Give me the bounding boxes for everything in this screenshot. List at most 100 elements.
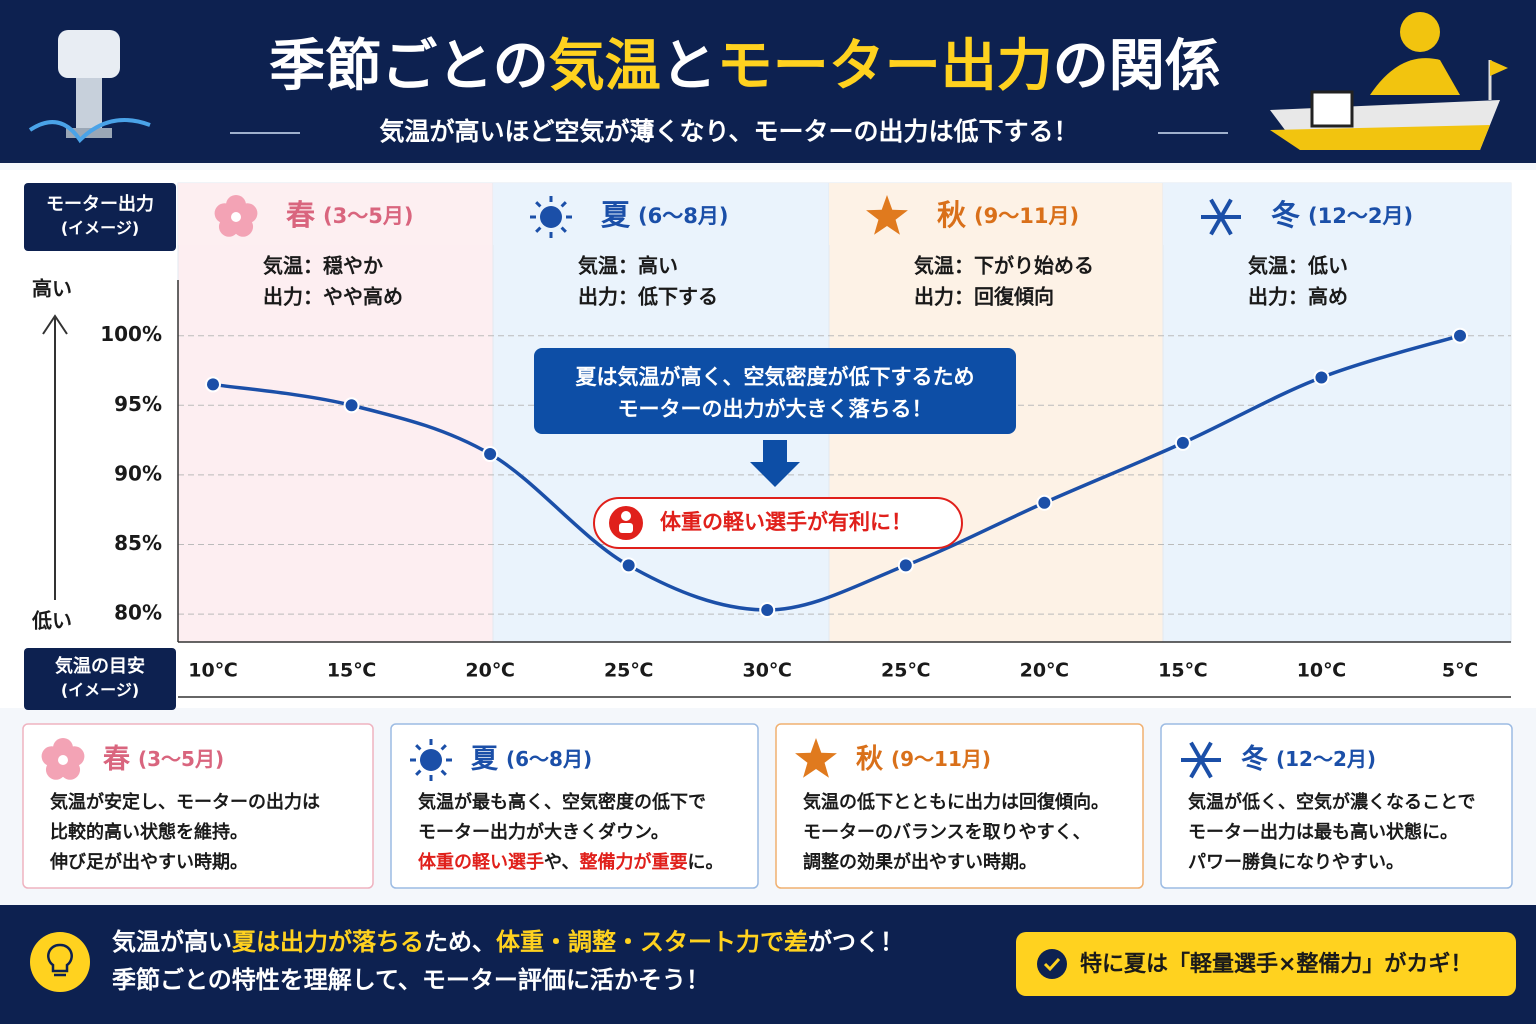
- text-segment: 気温が最も高く、空気密度の低下で: [418, 791, 706, 813]
- card-line: モーターのバランスを取りやすく、: [803, 822, 1091, 843]
- card-line: 気温が安定し、モーターの出力は: [50, 791, 320, 813]
- subtitle: 気温が高いほど空気が薄くなり、モーターの出力は低下する！: [379, 117, 1078, 146]
- badge-text: 体重の軽い選手が有利に！: [660, 510, 912, 534]
- season-label: 秋 (9〜11月): [937, 198, 1079, 232]
- season-period: (12〜2月): [1308, 204, 1413, 228]
- card-line: 気温が低く、空気が濃くなることで: [1188, 791, 1475, 813]
- card-line: パワー勝負になりやすい。: [1188, 851, 1404, 873]
- card-name: 春: [103, 744, 131, 775]
- text-segment: 調整の効果が出やすい時期。: [803, 851, 1037, 873]
- x-tick-label: 10℃: [1297, 660, 1346, 682]
- check-icon: [1037, 949, 1067, 979]
- season-note: 気温：穏やか: [263, 254, 383, 278]
- data-point: [205, 376, 221, 393]
- season-note: 気温：低い: [1248, 254, 1348, 278]
- text-segment: 体重の軽い選手: [418, 851, 544, 873]
- card-line: モーター出力は最も高い状態に。: [1188, 821, 1458, 843]
- card-title: 秋 (9〜11月): [856, 744, 991, 775]
- y-tick-label: 90%: [114, 461, 162, 485]
- y-arrow-head: [42, 314, 68, 335]
- callout-arrow: [750, 440, 800, 487]
- x-tick-label: 15℃: [327, 660, 376, 682]
- season-note: 出力：回復傾向: [914, 285, 1054, 309]
- text-segment: 季節ごとの: [269, 34, 548, 99]
- sun-icon: [535, 226, 542, 233]
- text-segment: 夏は出力が落ちる: [232, 928, 424, 956]
- badge: [593, 497, 963, 549]
- data-point: [620, 557, 637, 574]
- y-tick-label: 100%: [100, 322, 162, 346]
- text-segment: や、: [544, 852, 579, 873]
- sakura-icon: [41, 746, 62, 767]
- sakura-icon: [214, 203, 235, 224]
- data-point: [1036, 494, 1053, 511]
- footer-button-text: 特に夏は「軽量選手×整備力」がカギ！: [1080, 951, 1472, 977]
- footer-line: 気温が高い夏は出力が落ちるため、体重・調整・スタート力で差がつく！: [112, 928, 904, 956]
- sakura-icon: [231, 212, 241, 222]
- season-name: 秋: [937, 198, 966, 232]
- season-period: (6〜8月): [638, 204, 728, 228]
- season-label: 冬 (12〜2月): [1271, 198, 1413, 232]
- season-band: [177, 182, 494, 643]
- sakura-icon: [58, 755, 68, 765]
- callout-box: [534, 348, 1016, 434]
- x-tick-label: 15℃: [1158, 660, 1207, 682]
- axis-label: (イメージ): [61, 219, 139, 238]
- text-segment: の関係: [1053, 34, 1221, 99]
- card-line: モーター出力が大きくダウン。: [418, 821, 669, 843]
- text-segment: と: [661, 34, 717, 99]
- text-segment: ため、: [424, 928, 496, 956]
- season-band: [1162, 182, 1512, 643]
- season-note: 気温：下がり始める: [914, 254, 1094, 278]
- axis-label-box: [24, 183, 176, 251]
- snow-icon: [1209, 198, 1233, 236]
- card-period: (3〜5月): [138, 747, 224, 771]
- card-title: 冬 (12〜2月): [1241, 743, 1376, 775]
- text-segment: モーター出力: [717, 34, 1053, 99]
- season-period: (3〜5月): [323, 204, 413, 228]
- series-line: [212, 334, 1461, 612]
- season-note: 気温：高い: [578, 254, 678, 278]
- callout-text: 夏は気温が高く、空気密度が低下するため: [576, 365, 975, 389]
- card-name: 冬: [1241, 743, 1268, 775]
- badge-icon-body: [619, 523, 633, 533]
- footer-button: [1016, 932, 1516, 996]
- y-tick-label: 85%: [114, 531, 162, 555]
- sun-icon: [535, 201, 542, 208]
- sun-icon: [420, 749, 442, 771]
- season-note: 出力：低下する: [578, 285, 718, 309]
- text-segment: 気温の低下とともに出力は回復傾向。: [803, 791, 1109, 813]
- x-tick-label: 5℃: [1442, 660, 1478, 682]
- sun-icon: [440, 769, 447, 776]
- card-period: (6〜8月): [506, 747, 592, 771]
- card-line: 比較的高い状態を維持。: [50, 821, 248, 843]
- season-name: 冬: [1271, 198, 1300, 232]
- boat-illustration: [1270, 12, 1508, 150]
- sun-icon: [560, 201, 567, 208]
- text-segment: モーター出力は最も高い状態に。: [1188, 821, 1458, 843]
- card-line: 気温の低下とともに出力は回復傾向。: [803, 791, 1109, 813]
- title: 季節ごとの気温とモーター出力の関係: [269, 34, 1220, 99]
- card-line: 体重の軽い選手や、整備力が重要に。: [418, 851, 723, 873]
- card-line: 気温が最も高く、空気密度の低下で: [418, 791, 706, 813]
- text-segment: 気温が低く、空気が濃くなることで: [1188, 791, 1475, 813]
- callout-text: モーターの出力が大きく落ちる！: [618, 397, 933, 421]
- data-point: [482, 446, 499, 463]
- card-title: 春 (3〜5月): [103, 744, 224, 775]
- data-point: [1174, 434, 1191, 451]
- axis-label: 気温の目安: [55, 655, 145, 677]
- card-period: (9〜11月): [891, 747, 991, 771]
- sun-icon: [415, 769, 422, 776]
- text-segment: 整備力が重要: [578, 851, 687, 873]
- sakura-icon: [60, 759, 81, 780]
- maple-icon: [866, 195, 908, 235]
- text-segment: に。: [687, 852, 723, 873]
- text-segment: 気温が高い: [112, 928, 232, 956]
- season-card: [390, 723, 759, 889]
- sakura-icon: [233, 216, 254, 237]
- card-title: 夏 (6〜8月): [471, 744, 592, 775]
- axis-label: (イメージ): [61, 681, 139, 700]
- check-mark: [1043, 957, 1061, 972]
- card-period: (12〜2月): [1276, 747, 1376, 771]
